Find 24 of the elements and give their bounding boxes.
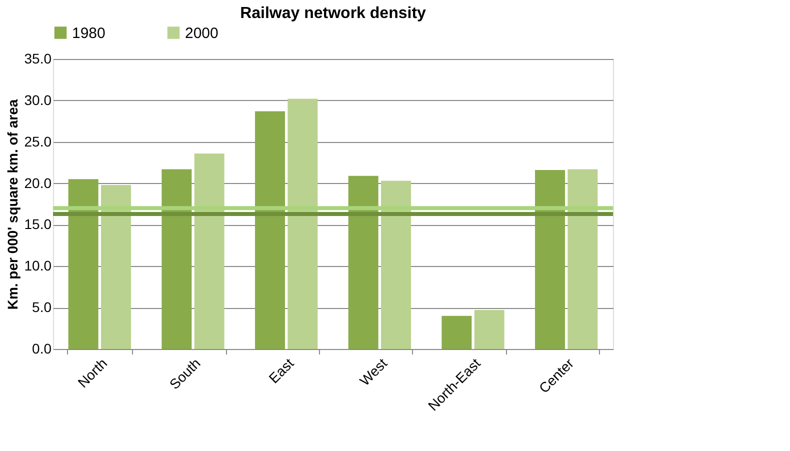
y-axis-title: Km. per 000' square km. of area [4, 99, 20, 310]
bar [348, 176, 378, 349]
bar [288, 98, 318, 349]
bar [568, 169, 598, 349]
y-tick-label: 10.0 [24, 258, 52, 274]
bar [68, 179, 98, 349]
bar [535, 170, 565, 349]
bar [101, 184, 131, 349]
bar [381, 180, 411, 349]
chart-title: Railway network density [240, 5, 426, 22]
bar [474, 310, 504, 349]
legend-label: 1980 [72, 24, 106, 42]
y-tick-label: 15.0 [24, 216, 52, 232]
y-tick-label: 20.0 [24, 174, 52, 191]
bar [194, 153, 224, 349]
bar [442, 316, 472, 349]
y-tick-label: 0.0 [32, 340, 52, 356]
y-tick-label: 35.0 [24, 50, 52, 66]
y-tick-label: 5.0 [32, 299, 52, 316]
bar [255, 111, 285, 349]
bar [162, 169, 192, 349]
legend-label: 2000 [185, 24, 218, 42]
y-tick-label: 30.0 [24, 92, 52, 108]
y-tick-label: 25.0 [24, 133, 52, 150]
